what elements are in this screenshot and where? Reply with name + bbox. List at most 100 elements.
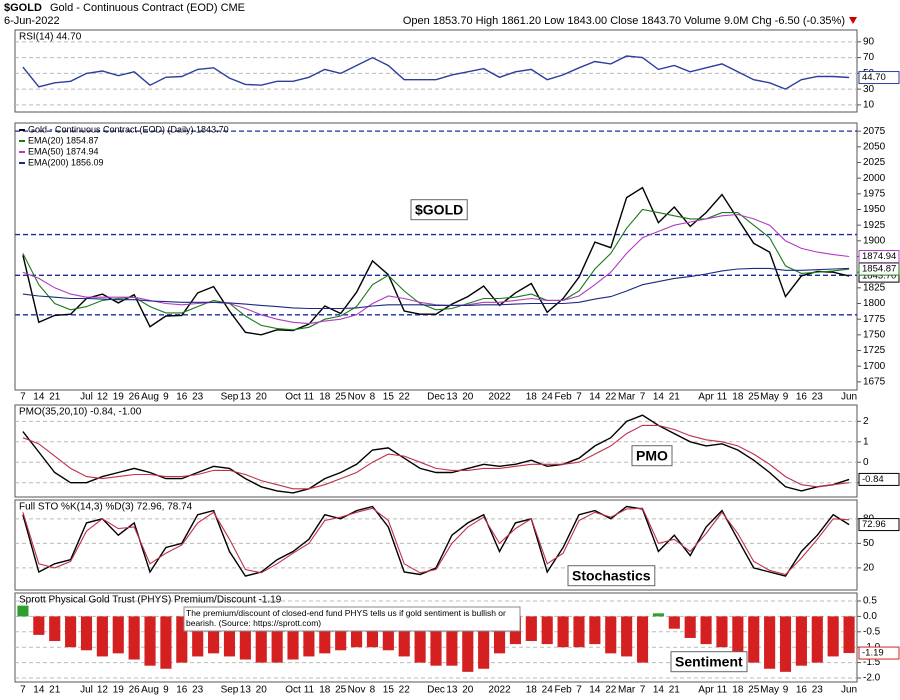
x-tick-label: 12	[97, 392, 109, 403]
x-tick-label: Mar	[618, 685, 636, 696]
last-value-label: 72.96	[862, 519, 886, 530]
bar	[478, 616, 490, 669]
bar	[764, 616, 776, 669]
bar	[80, 616, 93, 651]
annotation-box	[410, 199, 468, 221]
y-tick-label: 1675	[863, 376, 886, 387]
annotation-box	[631, 445, 673, 467]
x-tick-label: 11	[717, 392, 728, 403]
x-tick-label: 18	[319, 685, 331, 696]
legend-entry: EMA(20) 1854.87	[28, 135, 99, 145]
bar	[176, 616, 188, 663]
bar	[49, 616, 61, 642]
last-value-label: -0.84	[862, 474, 884, 485]
series-line	[22, 424, 850, 490]
y-tick-label: 0.0	[863, 611, 877, 622]
x-tick-label: 14	[33, 392, 45, 403]
x-tick-label: 7	[20, 685, 26, 696]
x-tick-label: Aug	[141, 685, 159, 696]
x-tick-label: 22	[605, 392, 617, 403]
y-tick-label: 2	[863, 416, 869, 427]
x-tick-label: 2022	[488, 685, 511, 696]
panel-frame	[14, 592, 858, 683]
x-tick-label: 14	[589, 392, 601, 403]
x-tick-label: 19	[113, 685, 125, 696]
y-tick-label: 20	[863, 563, 875, 574]
x-tick-label: 11	[717, 685, 728, 696]
last-value-label: 1843.70	[862, 271, 896, 282]
bar	[192, 616, 204, 657]
y-tick-label: 50	[863, 538, 875, 549]
panel-title: Full STO %K(14,3) %D(3) 72.96, 78.74	[19, 502, 193, 513]
x-tick-label: 14	[33, 685, 45, 696]
y-tick-label: 1	[863, 436, 869, 447]
bar	[335, 616, 347, 651]
x-tick-label: 9	[163, 392, 169, 403]
panel-title: Sprott Physical Gold Trust (PHYS) Premiu…	[19, 595, 282, 606]
x-tick-label: 16	[796, 685, 808, 696]
x-tick-label: Oct	[285, 685, 301, 696]
bar	[589, 616, 601, 645]
date: 6-Jun-2022	[4, 15, 60, 27]
bar	[636, 616, 649, 663]
x-tick-label: Aug	[141, 392, 159, 403]
y-tick-label: 1975	[863, 188, 886, 199]
x-tick-label: 9	[163, 685, 169, 696]
x-tick-label: 25	[748, 685, 760, 696]
x-tick-label: 26	[129, 685, 141, 696]
y-tick-label: 1950	[863, 204, 886, 215]
x-tick-label: 2022	[488, 392, 511, 403]
bar	[493, 616, 506, 654]
x-tick-label: 11	[304, 392, 315, 403]
bar	[414, 616, 426, 663]
bar	[827, 616, 839, 657]
series-line	[22, 507, 850, 576]
bar	[779, 616, 792, 672]
bar	[430, 616, 442, 666]
x-tick-label: 21	[669, 685, 681, 696]
x-tick-label: 18	[732, 685, 744, 696]
x-tick-label: 9	[783, 685, 789, 696]
x-tick-label: 22	[399, 392, 411, 403]
y-tick-label: -0.5	[863, 626, 881, 637]
x-tick-label: 8	[370, 392, 376, 403]
y-tick-label: 0	[863, 457, 869, 468]
annotation: PMO	[636, 448, 668, 464]
y-tick-label: 1900	[863, 235, 886, 246]
panel-title: RSI(14) 44.70	[19, 32, 82, 43]
bar	[811, 616, 823, 663]
x-tick-label: Apr	[698, 392, 714, 403]
annotation: $GOLD	[415, 202, 463, 218]
x-tick-label: 22	[605, 685, 617, 696]
x-tick-label: 21	[49, 392, 61, 403]
x-tick-label: 20	[256, 685, 268, 696]
bar	[319, 616, 331, 654]
series-line	[22, 414, 850, 494]
value-box	[858, 250, 900, 264]
value-box	[858, 646, 900, 660]
x-tick-label: 14	[653, 685, 665, 696]
panel-title: PMO(35,20,10) -0.84, -1.00	[19, 407, 142, 418]
bar	[621, 616, 633, 657]
bar	[398, 616, 410, 657]
x-tick-label: Feb	[554, 392, 572, 403]
bar	[208, 616, 220, 654]
bar	[33, 616, 45, 635]
x-tick-label: 9	[783, 392, 789, 403]
x-tick-label: Feb	[554, 685, 572, 696]
x-tick-label: 13	[446, 392, 458, 403]
y-tick-label: 2025	[863, 157, 886, 168]
note: The premium/discount of closed-end fund …	[186, 608, 506, 628]
legend-entry: Gold - Continuous Contract (EOD) (Daily)…	[28, 124, 229, 134]
series-line	[22, 213, 850, 325]
series-line	[22, 55, 850, 90]
x-tick-label: Apr	[698, 685, 714, 696]
x-tick-label: 15	[383, 685, 395, 696]
y-tick-label: 0.5	[863, 596, 877, 607]
bar	[17, 605, 29, 617]
note-box	[183, 606, 521, 632]
bar	[255, 616, 267, 663]
value-box	[858, 518, 900, 532]
x-tick-label: Oct	[285, 392, 301, 403]
